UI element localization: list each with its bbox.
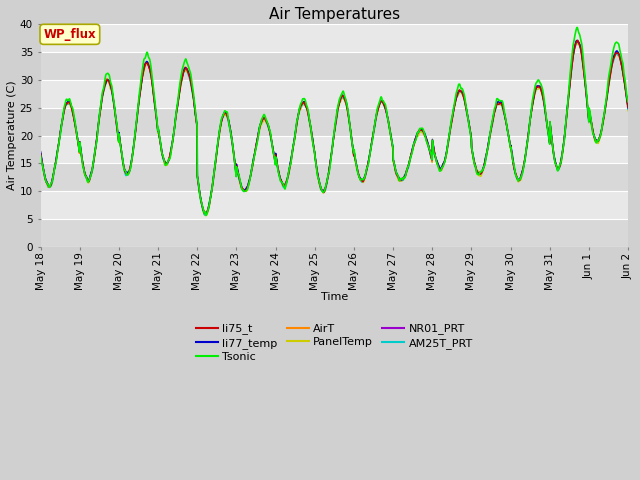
X-axis label: Time: Time <box>321 292 348 301</box>
Y-axis label: Air Temperature (C): Air Temperature (C) <box>7 81 17 191</box>
Bar <box>40 52 628 80</box>
Title: Air Temperatures: Air Temperatures <box>269 7 400 22</box>
Bar <box>40 24 628 52</box>
Bar <box>40 191 628 219</box>
Text: WP_flux: WP_flux <box>44 28 96 41</box>
Bar <box>40 219 628 247</box>
Bar <box>40 108 628 136</box>
Bar <box>40 80 628 108</box>
Bar <box>40 136 628 164</box>
Bar <box>40 164 628 191</box>
Legend: li75_t, li77_temp, Tsonic, AirT, PanelTemp, NR01_PRT, AM25T_PRT: li75_t, li77_temp, Tsonic, AirT, PanelTe… <box>191 319 477 367</box>
